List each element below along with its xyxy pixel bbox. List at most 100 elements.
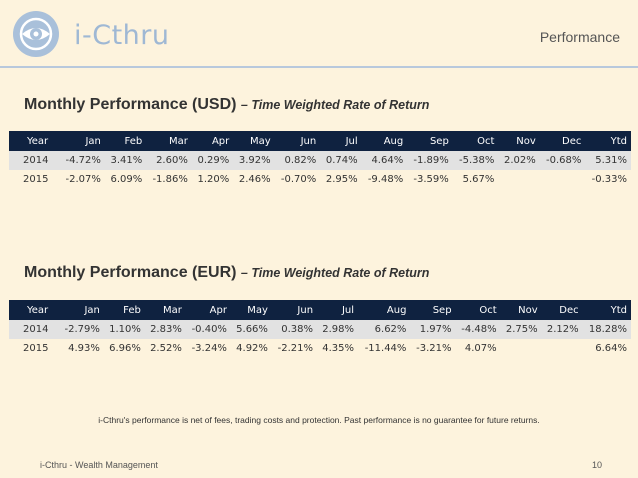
column-header: Dec	[541, 300, 583, 320]
table-cell: 1.10%	[103, 320, 145, 339]
column-header: Apr	[185, 300, 231, 320]
section-title: Performance	[539, 29, 620, 45]
eur-title-main: Monthly Performance (EUR)	[24, 264, 237, 281]
column-header: Year	[9, 131, 60, 151]
table-cell	[500, 339, 542, 358]
table-row: 2015 4.93% 6.96% 2.52% -3.24% 4.92% -2.21% 4.35…	[9, 339, 631, 358]
column-header: Jul	[320, 131, 362, 151]
table-row: 2014 -4.72% 3.41% 2.60% 0.29% 3.92% 0.82% 0.74%…	[9, 151, 631, 170]
table-cell: 1.20%	[191, 170, 234, 189]
table-cell: 2014	[9, 151, 60, 170]
table-cell: 3.92%	[233, 151, 275, 170]
disclaimer-text: i-Cthru's performance is net of fees, tr…	[98, 415, 540, 425]
table-cell: 0.29%	[191, 151, 234, 170]
page-number: 10	[591, 460, 602, 470]
table-cell: -4.72%	[59, 151, 105, 170]
column-header: Dec	[539, 131, 586, 151]
column-header: Feb	[104, 131, 147, 151]
column-header: Jun	[271, 300, 318, 320]
table-cell: 2.46%	[233, 170, 275, 189]
logo-eye-icon	[13, 11, 59, 57]
usd-title-main: Monthly Performance (USD)	[24, 96, 237, 113]
table-header-row: Year Jan Feb Mar Apr May Jun Jul Aug Sep Oct Nov Dec…	[9, 300, 631, 320]
table-cell: -5.38%	[452, 151, 499, 170]
column-header: Feb	[103, 300, 145, 320]
column-header: Ytd	[582, 300, 631, 320]
table-cell: 2.02%	[498, 151, 540, 170]
table-cell: -0.68%	[539, 151, 586, 170]
table-cell: 6.09%	[104, 170, 147, 189]
table-cell: 2015	[9, 170, 60, 189]
column-header: May	[230, 300, 272, 320]
table-cell: 2015	[9, 339, 59, 358]
table-cell: 2.83%	[144, 320, 186, 339]
column-header: Jul	[317, 300, 359, 320]
logo-text: i-Cthru	[74, 20, 170, 51]
header-divider	[0, 66, 638, 68]
table-cell	[498, 170, 540, 189]
column-header: Jun	[274, 131, 321, 151]
table-row: 2014 -2.79% 1.10% 2.83% -0.40% 5.66% 0.38% 2.98…	[9, 320, 631, 339]
table-cell: 2.52%	[144, 339, 186, 358]
table-cell: -2.21%	[271, 339, 318, 358]
column-header: Aug	[358, 300, 411, 320]
table-cell: -3.24%	[185, 339, 231, 358]
column-header: Ytd	[585, 131, 631, 151]
column-header: Mar	[146, 131, 192, 151]
table-cell: -3.59%	[407, 170, 453, 189]
usd-performance-table: Year Jan Feb Mar Apr May Jun Jul Aug Sep Oct Nov Dec…	[9, 131, 631, 189]
table-cell: 4.64%	[361, 151, 408, 170]
table-cell: -2.79%	[58, 320, 104, 339]
eur-title-sub: – Time Weighted Rate of Return	[240, 266, 430, 280]
table-cell: -0.33%	[585, 170, 631, 189]
column-header: Jan	[59, 131, 105, 151]
column-header: Jan	[58, 300, 104, 320]
table-cell: -1.89%	[407, 151, 453, 170]
table-cell: 2014	[9, 320, 59, 339]
footer-company: i-Cthru - Wealth Management	[40, 460, 158, 470]
column-header: Mar	[144, 300, 186, 320]
table-cell: 4.93%	[58, 339, 104, 358]
usd-title-sub: – Time Weighted Rate of Return	[240, 98, 430, 112]
table-cell: 4.92%	[230, 339, 272, 358]
table-cell: 6.64%	[582, 339, 631, 358]
table-cell: 5.67%	[452, 170, 499, 189]
table-cell: -2.07%	[59, 170, 105, 189]
table-cell: 0.82%	[274, 151, 321, 170]
table-cell: 1.97%	[410, 320, 456, 339]
table-cell: -9.48%	[361, 170, 408, 189]
table-cell: 3.41%	[104, 151, 147, 170]
column-header: Sep	[410, 300, 456, 320]
header: i-Cthru Performance	[0, 0, 638, 68]
table-cell: -1.86%	[146, 170, 192, 189]
table-cell: 6.96%	[103, 339, 145, 358]
table-cell: 5.31%	[585, 151, 631, 170]
usd-table-title: Monthly Performance (USD) – Time Weighte…	[24, 96, 429, 114]
table-cell: -3.21%	[410, 339, 456, 358]
table-cell: 5.66%	[230, 320, 272, 339]
column-header: Sep	[407, 131, 453, 151]
column-header: Apr	[191, 131, 234, 151]
table-cell: -0.40%	[185, 320, 231, 339]
table-cell: 2.75%	[500, 320, 542, 339]
table-cell: 6.62%	[358, 320, 411, 339]
column-header: Nov	[500, 300, 542, 320]
table-cell: 4.07%	[455, 339, 501, 358]
column-header: May	[233, 131, 275, 151]
table-cell: 18.28%	[582, 320, 631, 339]
column-header: Year	[9, 300, 59, 320]
table-cell: -11.44%	[358, 339, 411, 358]
table-cell: -4.48%	[455, 320, 501, 339]
eur-table-title: Monthly Performance (EUR) – Time Weighte…	[24, 264, 429, 282]
table-cell: 0.74%	[320, 151, 362, 170]
column-header: Nov	[498, 131, 540, 151]
table-cell	[539, 170, 586, 189]
column-header: Aug	[361, 131, 408, 151]
column-header: Oct	[455, 300, 501, 320]
table-cell: 0.38%	[271, 320, 318, 339]
table-cell: 2.60%	[146, 151, 192, 170]
table-cell: 2.12%	[541, 320, 583, 339]
table-header-row: Year Jan Feb Mar Apr May Jun Jul Aug Sep Oct Nov Dec…	[9, 131, 631, 151]
column-header: Oct	[452, 131, 499, 151]
table-cell: -0.70%	[274, 170, 321, 189]
